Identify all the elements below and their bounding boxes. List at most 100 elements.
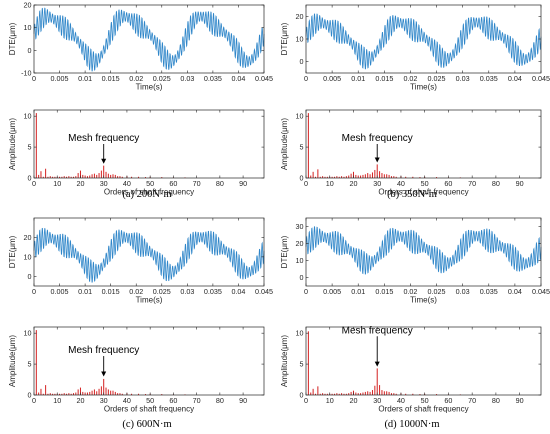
x-tick-label: 0.03 [180,74,194,83]
x-tick-label: 0.01 [351,74,365,83]
x-tick-label: 40 [123,396,131,405]
x-tick-label: 90 [516,396,524,405]
caption-d: (d) 1000N·m [384,419,439,430]
x-tick-label: 0.015 [375,74,393,83]
y-axis-label: Amplitude(μm) [280,118,289,171]
chart-c-line: 0 0.005 0.01 0.015 0.02 0.025 0.03 0.035 0.04 0.0… [8,217,273,305]
x-tick-label: 80 [216,179,224,188]
x-tick-label: 50 [421,396,429,405]
x-tick-label: 20 [76,396,84,405]
axes-frame [305,109,542,179]
x-tick-label: 0.025 [428,74,446,83]
y-tick-label: 5 [28,360,32,369]
x-tick-label: 0.025 [428,287,446,296]
x-axis-label: Orders of shaft frequency [104,405,194,414]
x-tick-label: 0.02 [403,74,417,83]
y-tick-label: 10 [296,256,304,265]
x-tick-label: 0.035 [204,287,222,296]
x-tick-label: 0 [32,74,36,83]
x-tick-label: 0.01 [351,287,365,296]
x-tick-label: 0.03 [456,74,470,83]
mesh-frequency-annotation: Mesh frequency [342,325,413,336]
x-tick-label: 0 [304,396,308,405]
x-tick-label: 70 [193,396,201,405]
x-tick-label: 0.005 [323,74,341,83]
x-tick-label: 30 [373,396,381,405]
y-tick-label: -10 [21,69,31,78]
y-axis-label: Amplitude(μm) [8,118,17,171]
y-tick-label: 5 [300,360,304,369]
y-axis-label: DTE(μm) [8,235,17,268]
x-tick-label: 0 [32,179,36,188]
x-tick-label: 10 [53,396,61,405]
x-tick-label: 0.035 [204,74,222,83]
x-tick-label: 50 [146,396,154,405]
x-tick-label: 0.005 [51,74,69,83]
y-tick-label: 5 [28,143,32,152]
x-tick-label: 0.04 [508,74,522,83]
y-tick-label: 10 [296,112,304,121]
chart-d-line: 0 0.005 0.01 0.015 0.02 0.025 0.03 0.035 0.04 0.0… [280,217,550,305]
axes-frame [33,4,265,74]
chart-a-line: 0 0.005 0.01 0.015 0.02 0.025 0.03 0.035 0.04 0.0… [8,1,273,92]
x-tick-label: 0.025 [153,74,171,83]
arrow-head-icon [101,371,107,377]
arrow-head-icon [101,158,107,164]
x-tick-label: 60 [444,179,452,188]
x-tick-label: 70 [468,396,476,405]
y-axis-label: DTE(μm) [8,22,17,55]
x-tick-label: 80 [216,396,224,405]
x-tick-label: 30 [100,179,108,188]
y-axis-label: DTE(μm) [280,22,289,55]
arrow-head-icon [374,157,380,163]
y-tick-label: 10 [296,35,304,44]
y-tick-label: 10 [24,329,32,338]
x-tick-label: 0 [304,287,308,296]
y-tick-label: 0 [300,273,304,282]
x-tick-label: 90 [516,179,524,188]
x-tick-label: 70 [193,179,201,188]
x-tick-label: 0 [304,74,308,83]
x-tick-label: 0 [32,396,36,405]
x-tick-label: 0.04 [231,74,245,83]
axes-frame [33,217,265,287]
y-tick-label: 0 [28,46,32,55]
axes-frame [305,326,542,396]
caption-c: (c) 600N·m [122,419,171,430]
x-tick-label: 0.035 [480,287,498,296]
x-tick-label: 30 [100,396,108,405]
y-axis-label: DTE(μm) [280,235,289,268]
x-tick-label: 0.015 [102,74,120,83]
chart-d-bar: Mesh frequency 0 10 20 30 40 50 60 70 80 90 0 5 10 Ord… [280,325,542,414]
caption-b: (b) 350N·m [387,189,437,200]
chart-b-bar: Mesh frequency 0 10 20 30 40 50 60 70 80 90 0 5 10 Ord… [280,109,542,197]
y-tick-label: 0 [300,391,304,400]
x-tick-label: 0 [32,287,36,296]
y-tick-label: 20 [24,1,32,10]
y-tick-label: 0 [28,174,32,183]
x-tick-label: 40 [397,179,405,188]
x-tick-label: 50 [146,179,154,188]
y-tick-label: 5 [300,143,304,152]
mesh-frequency-annotation: Mesh frequency [68,133,139,144]
dte-series-line [33,227,265,283]
y-tick-label: 10 [24,112,32,121]
dte-series-line [33,7,265,72]
chart-a-bar: Mesh frequency 0 10 20 30 40 50 60 70 80 90 0 5 10 Ord… [8,109,265,197]
y-tick-label: 10 [24,252,32,261]
x-tick-label: 60 [169,179,177,188]
y-tick-label: 10 [24,23,32,32]
y-tick-label: 0 [300,174,304,183]
x-tick-label: 0.005 [51,287,69,296]
axes-frame [33,326,265,396]
x-tick-label: 10 [53,179,61,188]
x-tick-label: 0.005 [323,287,341,296]
x-tick-label: 0.01 [78,287,92,296]
axes-frame [33,109,265,179]
x-tick-label: 90 [239,179,247,188]
x-tick-label: 0.035 [480,74,498,83]
x-tick-label: 30 [373,179,381,188]
y-tick-label: 0 [300,57,304,66]
x-axis-label: Orders of shaft frequency [378,405,468,414]
